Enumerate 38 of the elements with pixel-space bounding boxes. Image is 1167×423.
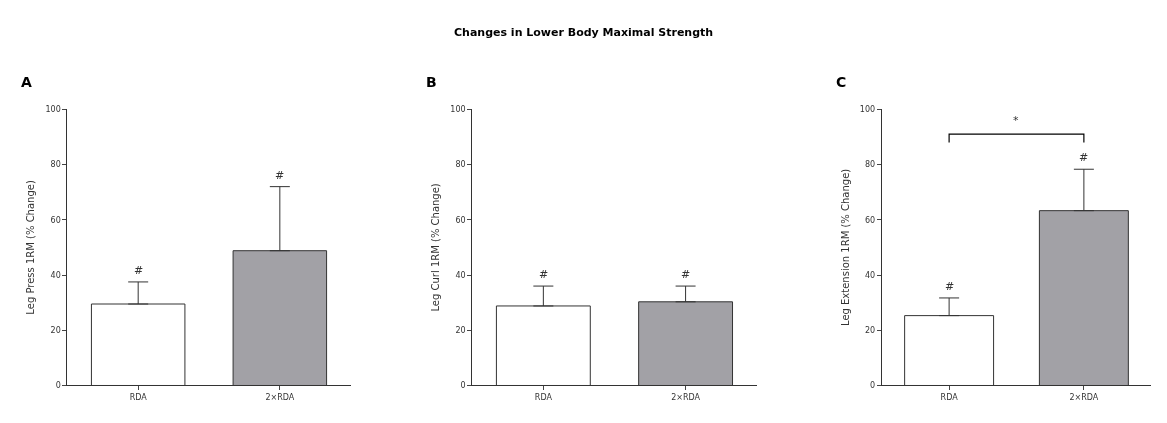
y-tick-label: 60	[50, 215, 61, 225]
y-tick-label: 20	[50, 326, 61, 336]
y-tick-label: 80	[864, 160, 876, 170]
y-tick-label: 40	[864, 270, 876, 280]
x-tick-label: 2×RDA	[671, 393, 701, 403]
y-tick-label: 20	[455, 326, 466, 336]
x-tick-label: RDA	[534, 393, 553, 403]
y-axis-title: Leg Extension 1RM (% Change)	[839, 168, 851, 327]
annotation: #	[539, 268, 549, 281]
y-tick-label: 20	[864, 326, 876, 336]
chart-title: A	[21, 74, 32, 90]
y-tick-label: 60	[455, 215, 466, 225]
y-tick-label: 0	[460, 381, 466, 391]
text: Changes in Lower Body Maximal Strength	[454, 26, 714, 39]
annotation: #	[681, 268, 691, 281]
annotation: #	[1079, 151, 1089, 164]
y-tick-label: 80	[50, 160, 61, 170]
y-tick-label: 0	[55, 381, 61, 391]
y-axis-title: Leg Press 1RM (% Change)	[25, 180, 37, 315]
y-tick-label: 100	[859, 105, 876, 115]
y-tick-label: 60	[864, 215, 876, 225]
x-tick-label: 2×RDA	[1069, 393, 1099, 403]
annotation: #	[275, 169, 285, 182]
y-tick-label: 100	[45, 105, 61, 115]
y-tick-label: 40	[50, 270, 61, 280]
y-tick-label: 40	[455, 270, 466, 280]
x-tick-label: RDA	[940, 393, 959, 403]
y-tick-label: 100	[450, 105, 466, 115]
x-tick-label: 2×RDA	[265, 393, 295, 403]
y-tick-label: 0	[870, 381, 876, 391]
annotation: #	[945, 280, 955, 293]
annotation: #	[134, 264, 144, 277]
y-tick-label: 80	[455, 160, 466, 170]
chart-title: B	[426, 74, 437, 90]
chart-title: C	[836, 74, 847, 90]
annotation: *	[1013, 114, 1019, 127]
x-tick-label: RDA	[129, 393, 148, 403]
y-axis-title: Leg Curl 1RM (% Change)	[430, 183, 442, 312]
